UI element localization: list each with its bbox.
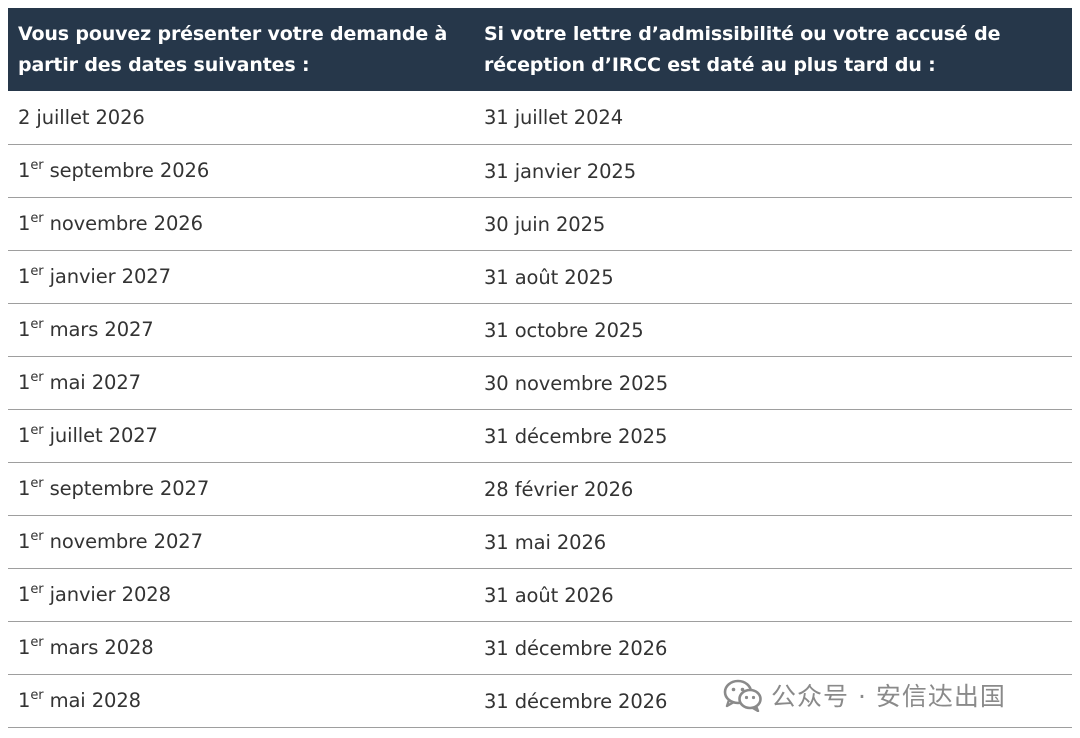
start-date-month-year: mai 2028: [43, 689, 142, 712]
start-date-day: 1: [18, 265, 31, 288]
table-row: 1er septembre 2026 31 janvier 2025: [8, 144, 1072, 198]
table-row: 1er janvier 2028 31 août 2026: [8, 568, 1072, 622]
start-date-ordinal: er: [30, 263, 44, 279]
start-date-ordinal: er: [30, 528, 44, 544]
letter-date-deadline-cell: 31 juillet 2024: [474, 91, 1072, 145]
application-start-date-cell: 1er janvier 2028: [8, 568, 474, 622]
header-letter-date-deadline: Si votre lettre d’admissibilité ou votre…: [474, 8, 1072, 91]
table-row: 1er mars 2027 31 octobre 2025: [8, 303, 1072, 357]
start-date-ordinal: er: [30, 316, 44, 332]
letter-date-deadline-cell: 31 août 2025: [474, 250, 1072, 304]
start-date-month-year: janvier 2027: [43, 265, 171, 288]
table-row: 1er mai 2028 31 décembre 2026: [8, 674, 1072, 728]
wechat-icon: [723, 678, 763, 712]
letter-date-deadline-cell: 30 juin 2025: [474, 197, 1072, 251]
letter-date-deadline-cell: 28 février 2026: [474, 462, 1072, 516]
letter-date-deadline-cell: 31 décembre 2026: [474, 674, 1072, 728]
start-date-ordinal: er: [30, 581, 44, 597]
table-row: 1er novembre 2027 31 mai 2026: [8, 515, 1072, 569]
letter-date-deadline-cell: 31 janvier 2025: [474, 144, 1072, 198]
application-start-date-cell: 1er mai 2028: [8, 674, 474, 728]
start-date-day: 2: [18, 105, 31, 129]
start-date-month-year: novembre 2027: [43, 530, 203, 553]
watermark-text: 公众号 · 安信达出国: [771, 682, 1006, 711]
application-start-date-cell: 1er septembre 2027: [8, 462, 474, 516]
start-date-day: 1: [18, 424, 31, 447]
start-date-ordinal: er: [30, 475, 44, 491]
start-date-day: 1: [18, 689, 31, 712]
start-date-ordinal: er: [30, 634, 44, 650]
application-start-date-cell: 1er novembre 2026: [8, 197, 474, 251]
start-date-day: 1: [18, 371, 31, 394]
header-row: Vous pouvez présenter votre demande à pa…: [8, 8, 1072, 91]
application-dates-table: Vous pouvez présenter votre demande à pa…: [8, 8, 1072, 728]
dates-table-container: Vous pouvez présenter votre demande à pa…: [8, 8, 1072, 728]
table-header: Vous pouvez présenter votre demande à pa…: [8, 8, 1072, 91]
start-date-month-year: mars 2028: [43, 636, 154, 659]
start-date-month-year: janvier 2028: [43, 583, 171, 606]
application-start-date-cell: 1er septembre 2026: [8, 144, 474, 198]
application-start-date-cell: 1er janvier 2027: [8, 250, 474, 304]
table-row: 1er novembre 2026 30 juin 2025: [8, 197, 1072, 251]
letter-date-deadline-cell: 31 août 2026: [474, 568, 1072, 622]
start-date-ordinal: er: [30, 422, 44, 438]
start-date-day: 1: [18, 212, 31, 235]
start-date-ordinal: er: [30, 369, 44, 385]
start-date-day: 1: [18, 636, 31, 659]
application-start-date-cell: 1er mai 2027: [8, 356, 474, 410]
start-date-day: 1: [18, 477, 31, 500]
table-row: 1er septembre 2027 28 février 2026: [8, 462, 1072, 516]
start-date-day: 1: [18, 318, 31, 341]
start-date-month-year: mai 2027: [43, 371, 142, 394]
start-date-day: 1: [18, 530, 31, 553]
start-date-month-year: juillet 2026: [30, 105, 145, 129]
table-row: 1er mai 2027 30 novembre 2025: [8, 356, 1072, 410]
application-start-date-cell: 1er mars 2027: [8, 303, 474, 357]
table-body: 2 juillet 2026 31 juillet 2024 1er septemb…: [8, 91, 1072, 728]
start-date-month-year: juillet 2027: [43, 424, 158, 447]
table-row: 1er janvier 2027 31 août 2025: [8, 250, 1072, 304]
letter-date-deadline-cell: 31 octobre 2025: [474, 303, 1072, 357]
table-row: 2 juillet 2026 31 juillet 2024: [8, 91, 1072, 145]
start-date-ordinal: er: [30, 157, 44, 173]
header-application-start-date: Vous pouvez présenter votre demande à pa…: [8, 8, 474, 91]
watermark: 公众号 · 安信达出国: [723, 677, 1006, 713]
table-row: 1er mars 2028 31 décembre 2026: [8, 621, 1072, 675]
letter-date-deadline-cell: 30 novembre 2025: [474, 356, 1072, 410]
letter-date-deadline-cell: 31 décembre 2026: [474, 621, 1072, 675]
letter-date-deadline-cell: 31 mai 2026: [474, 515, 1072, 569]
application-start-date-cell: 1er juillet 2027: [8, 409, 474, 463]
start-date-ordinal: er: [30, 687, 44, 703]
start-date-month-year: septembre 2027: [43, 477, 210, 500]
start-date-month-year: mars 2027: [43, 318, 154, 341]
start-date-day: 1: [18, 159, 31, 182]
table-row: 1er juillet 2027 31 décembre 2025: [8, 409, 1072, 463]
start-date-ordinal: er: [30, 210, 44, 226]
start-date-month-year: septembre 2026: [43, 159, 210, 182]
start-date-month-year: novembre 2026: [43, 212, 203, 235]
application-start-date-cell: 2 juillet 2026: [8, 91, 474, 145]
letter-date-deadline-cell: 31 décembre 2025: [474, 409, 1072, 463]
application-start-date-cell: 1er novembre 2027: [8, 515, 474, 569]
start-date-day: 1: [18, 583, 31, 606]
application-start-date-cell: 1er mars 2028: [8, 621, 474, 675]
